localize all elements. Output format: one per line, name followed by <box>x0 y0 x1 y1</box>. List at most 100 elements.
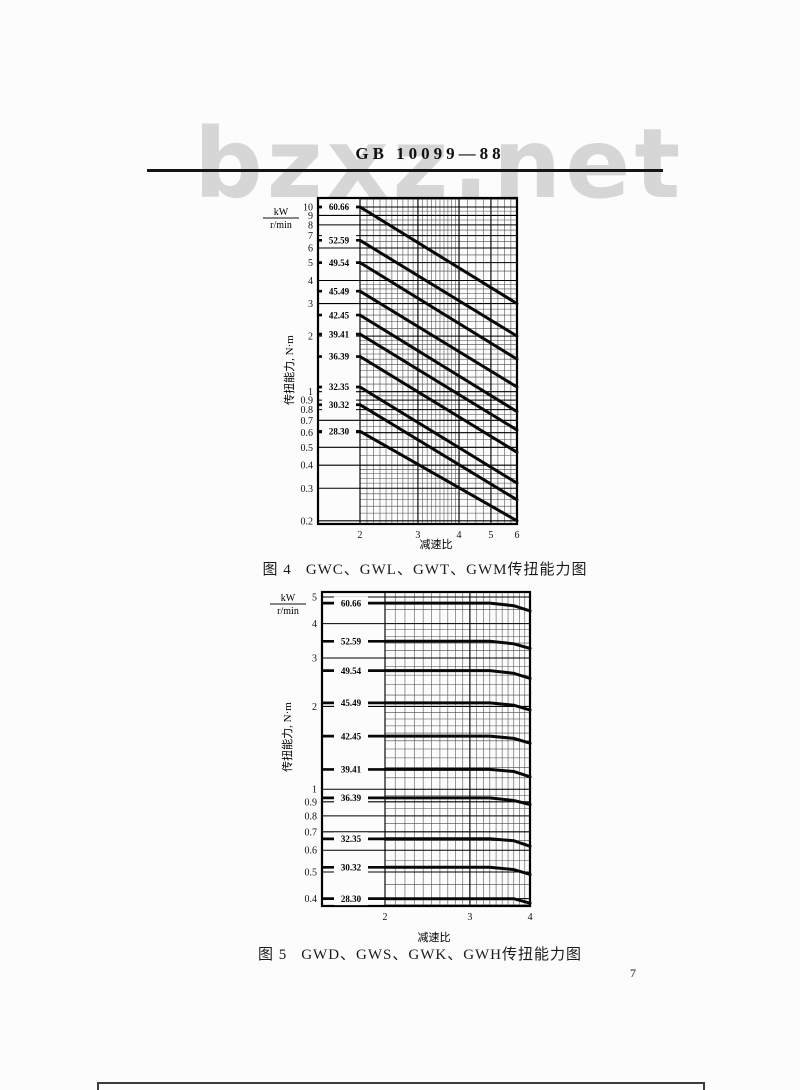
y-tick-label: 7 <box>308 231 313 242</box>
x-tick-label: 4 <box>528 912 533 923</box>
y-tick-label: 2 <box>312 702 317 713</box>
x-tick-label: 2 <box>358 530 363 541</box>
curve-30.32 <box>358 403 519 502</box>
y-tick-label: 3 <box>308 299 313 310</box>
y-tick-label: 0.7 <box>301 416 314 427</box>
curve-label-bg <box>334 634 368 648</box>
axis-tick-labels: 5 4 3 2 10.9 0.8 0.7 0.6 0.5 0.4 2 3 4 <box>305 593 533 924</box>
curve-label-60.66: 60.66 <box>341 598 362 608</box>
y-unit-denominator: r/min <box>270 220 292 231</box>
curve-42.45 <box>383 734 532 745</box>
y-tick-label: 2 <box>308 332 313 343</box>
curve-label-32.35: 32.35 <box>341 834 362 844</box>
figure4-caption: 图 4 GWC、GWL、GWT、GWM传扭能力图 <box>250 558 600 579</box>
y-unit-numerator: kW <box>281 593 296 604</box>
y-tick-label: 3 <box>312 654 317 665</box>
curve-label-32.35: 32.35 <box>329 382 350 392</box>
curve-label-bg <box>334 762 368 776</box>
figure5-title: GWD、GWS、GWK、GWH传扭能力图 <box>301 947 583 963</box>
y-tick-label: 6 <box>308 243 313 254</box>
x-tick-label: 4 <box>457 530 462 541</box>
curve-label-bg <box>322 284 356 298</box>
curve-label-28.30: 28.30 <box>329 427 350 437</box>
y-tick-label: 0.9 <box>301 396 314 407</box>
figure5-caption: 图 5 GWD、GWS、GWK、GWH传扭能力图 <box>245 943 595 964</box>
figure4-torque-capacity-chart: 60.6652.5949.5445.4942.4539.4136.3932.35… <box>263 196 520 551</box>
x-tick-label: 5 <box>488 530 493 541</box>
header-rule <box>147 169 663 172</box>
curve-label-36.39: 36.39 <box>329 352 350 362</box>
curve-label-30.32: 30.32 <box>341 863 362 873</box>
curve-label-bg <box>334 860 368 874</box>
curve-45.49 <box>383 701 532 712</box>
y-tick-label: 0.5 <box>301 443 314 454</box>
curve-label-bg <box>334 696 368 710</box>
y-tick-label: 0.7 <box>305 827 318 838</box>
y-tick-label: 9 <box>308 211 313 222</box>
curve-36.39 <box>383 796 532 806</box>
curve-30.32 <box>383 865 532 876</box>
curve-label-bg <box>334 892 368 906</box>
plot-border <box>316 196 519 526</box>
x-tick-label: 3 <box>467 912 472 923</box>
y-tick-label: 5 <box>312 593 317 604</box>
curve-label-bg <box>322 424 356 438</box>
curve-label-39.41: 39.41 <box>341 765 362 775</box>
figure4-title: GWC、GWL、GWT、GWM传扭能力图 <box>305 562 588 578</box>
curve-label-bg <box>334 729 368 743</box>
curve-label-bg <box>334 596 368 610</box>
curve-label-bg <box>322 200 356 214</box>
standard-number-header: GB 10099—88 <box>355 144 505 163</box>
curve-32.35 <box>383 837 532 848</box>
curve-28.30 <box>383 897 532 905</box>
curve-label-bg <box>334 791 368 805</box>
curve-49.54 <box>358 261 519 361</box>
y-tick-label: 0.4 <box>301 461 314 472</box>
curve-36.39 <box>358 355 519 454</box>
y-tick-label: 4 <box>308 276 313 287</box>
curve-label-bg <box>322 380 356 394</box>
curve-label-42.45: 42.45 <box>341 731 362 741</box>
curve-label-52.59: 52.59 <box>341 637 362 647</box>
curve-39.41 <box>358 332 519 432</box>
curve-28.30 <box>358 429 519 523</box>
curve-label-52.59: 52.59 <box>329 236 350 246</box>
x-tick-label: 6 <box>514 530 519 541</box>
curve-label-49.54: 49.54 <box>329 258 350 268</box>
y-tick-label: 0.3 <box>301 484 314 495</box>
figure5-torque-capacity-chart: 60.66 52.59 49.54 45.49 42.45 39.41 36.39 32.35… <box>270 590 533 944</box>
y-tick-label: 4 <box>312 619 317 630</box>
y-tick-label: 1 <box>312 785 317 796</box>
curve-label-bg <box>322 308 356 322</box>
curve-52.59 <box>383 639 532 650</box>
footer-box <box>97 1082 705 1090</box>
curve-42.45 <box>358 313 519 414</box>
y-axis-label: 传扭能力, N·m <box>280 702 294 772</box>
y-tick-label: 0.9 <box>305 797 318 808</box>
y-tick-label: 0.6 <box>301 428 314 439</box>
curve-52.59 <box>358 238 519 338</box>
curve-label-36.39: 36.39 <box>341 793 362 803</box>
curve-label-60.66: 60.66 <box>329 202 350 212</box>
curve-label-49.54: 49.54 <box>341 666 362 676</box>
y-tick-label: 1 <box>308 387 313 398</box>
y-axis-label: 传扭能力, N·m <box>282 335 296 405</box>
page-number: 7 <box>630 966 636 980</box>
figure4-number: 图 4 <box>262 562 292 578</box>
curve-label-bg <box>322 256 356 270</box>
plot-border <box>320 590 532 908</box>
y-tick-label: 0.5 <box>305 868 318 879</box>
x-tick-label: 3 <box>415 530 420 541</box>
curve-label-bg <box>322 350 356 364</box>
curve-label-45.49: 45.49 <box>341 698 362 708</box>
curve-label-bg <box>334 664 368 678</box>
x-axis-label: 减速比 <box>420 538 453 551</box>
y-tick-label: 5 <box>308 258 313 269</box>
x-tick-label: 2 <box>383 912 388 923</box>
y-tick-label: 0.4 <box>305 894 318 905</box>
curve-label-28.30: 28.30 <box>341 894 362 904</box>
y-unit-denominator: r/min <box>277 606 299 617</box>
curve-label-bg <box>322 233 356 247</box>
